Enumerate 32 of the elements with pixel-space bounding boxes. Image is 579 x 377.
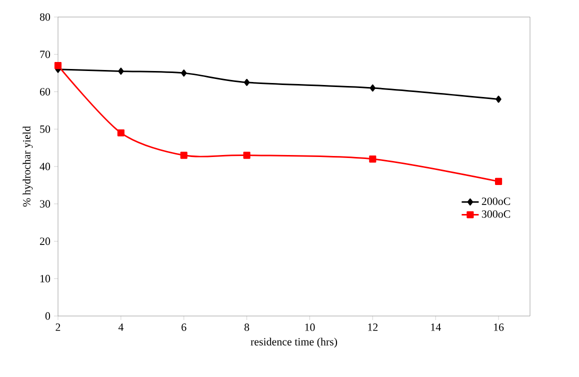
point (117, 129, 124, 136)
point (118, 68, 124, 75)
y-tick-label: 80 (40, 13, 50, 21)
point (369, 155, 376, 163)
x-tick-label: 10 (305, 324, 315, 331)
y-tick-label: 60 (40, 88, 50, 96)
y-tick-label: 70 (40, 50, 50, 58)
point (244, 78, 250, 86)
x-tick-label: 12 (368, 324, 378, 331)
x-axis-title: residence time (hrs) (250, 338, 338, 348)
point (243, 152, 250, 159)
legend-label: 300oC (482, 210, 510, 218)
point (370, 84, 376, 92)
y-tick-label: 0 (45, 312, 50, 320)
point (181, 70, 187, 77)
y-axis-title: % hydrochar yield (22, 126, 33, 207)
x-tick-label: 16 (494, 324, 504, 331)
y-tick-label: 10 (40, 274, 50, 282)
x-tick-label: 2 (56, 324, 60, 331)
x-tick-label: 14 (431, 324, 441, 331)
y-tick-label: 40 (40, 162, 50, 170)
point (495, 178, 502, 185)
x-tick-label: 8 (244, 324, 250, 331)
x-tick-label: 6 (182, 324, 186, 331)
x-tick-label: 4 (118, 324, 124, 331)
point (496, 96, 502, 103)
point (180, 152, 188, 159)
y-tick-label: 50 (40, 125, 50, 133)
y-tick-label: 20 (40, 238, 50, 245)
y-tick-label: 30 (40, 200, 50, 208)
legend-label: 200oC (482, 198, 510, 205)
point (54, 62, 62, 70)
